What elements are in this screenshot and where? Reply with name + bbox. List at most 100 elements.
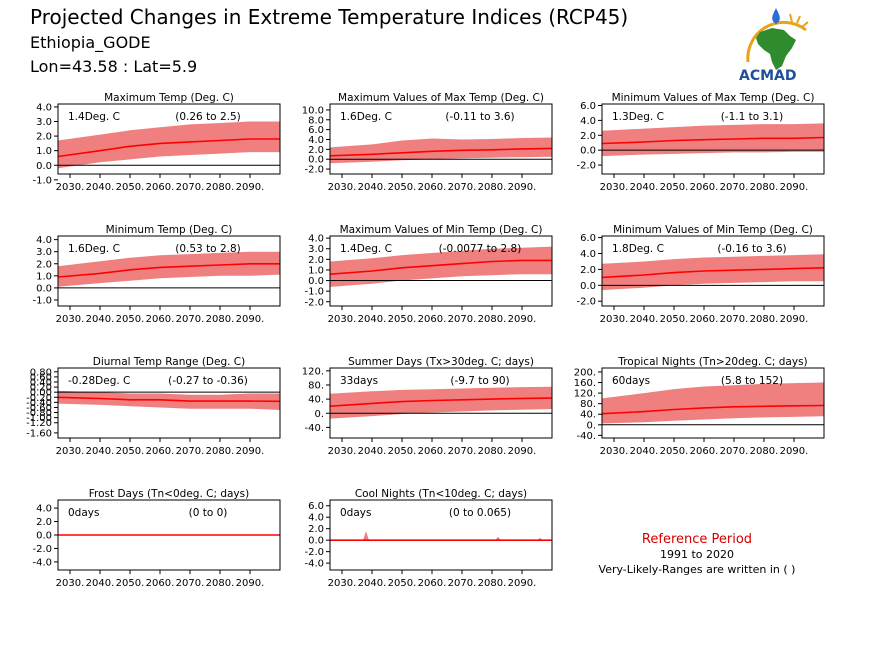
y-tick-label: 120. [302,366,324,377]
y-tick-label: 2.0 [36,517,52,528]
x-tick-label: 2040. [630,314,659,325]
y-tick-label: 0. [586,420,596,431]
y-tick-label: 0.0 [36,283,52,294]
change-value: 1.4Deg. C [340,243,392,255]
y-tick-label: -2.0 [304,165,324,176]
x-tick-label: 2050. [388,578,417,589]
x-tick-label: 2070. [720,182,749,193]
y-tick-label: -1.0 [32,175,52,186]
x-tick-label: 2070. [720,446,749,457]
x-tick-label: 2070. [176,578,205,589]
y-tick-label: -0.40 [26,398,52,409]
x-tick-label: 2040. [358,578,387,589]
panel-title: Maximum Values of Min Temp (Deg. C) [340,224,543,236]
x-tick-label: 2030. [56,182,85,193]
range-band [330,386,552,419]
chart-panel-6: 6.0 4.0 2.0 0.0 -2.0 2030. 2040. 2050. 2060. 2070… [576,224,825,325]
panel-title: Minimum Values of Max Temp (Deg. C) [612,92,815,104]
y-tick-label: 2.0 [308,524,324,535]
x-tick-label: 2070. [448,182,477,193]
chart-panel-11: 6.04.02.00.0-2.0-4.0 2030. 2040. 2050. 2060.… [304,488,553,589]
x-tick-label: 2050. [388,182,417,193]
x-tick-label: 2060. [690,446,719,457]
plot-frame [57,235,281,307]
range-band [58,121,280,169]
x-tick-label: 2030. [328,314,357,325]
x-tick-label: 2080. [206,578,235,589]
change-value: 1.4Deg. C [68,111,120,123]
mean-line [601,404,825,415]
x-tick-label: 2060. [418,182,447,193]
change-value: 1.6Deg. C [68,243,120,255]
mean-line [329,259,552,275]
y-tick-label: -1.60 [26,428,52,439]
y-tick-label: -0.60 [26,403,52,414]
y-tick-label: 2.0 [36,132,52,143]
y-tick-label: 2.0 [580,265,596,276]
x-tick-label: 2090. [508,446,537,457]
likely-range: (-1.1 to 3.1) [721,111,784,123]
y-tick-label: -2.0 [32,544,52,555]
panel-title: Minimum Values of Min Temp (Deg. C) [613,224,813,236]
panel-title: Maximum Values of Max Temp (Deg. C) [338,92,544,104]
change-value: -0.28Deg. C [68,375,130,387]
plot-frame [329,235,553,307]
panel-title: Tropical Nights (Tn>20deg. C; days) [617,356,807,368]
x-tick-label: 2050. [116,314,145,325]
x-tick-label: 2070. [176,446,205,457]
range-band [330,246,552,287]
y-tick-label: 1.0 [36,271,52,282]
panel-title: Frost Days (Tn<0deg. C; days) [89,488,249,500]
logo-sun-rays [789,13,809,28]
likely-range: (-9.7 to 90) [450,375,509,387]
x-tick-label: 2060. [418,314,447,325]
page-title: Projected Changes in Extreme Temperature… [30,5,628,29]
x-tick-label: 2060. [690,314,719,325]
y-tick-label: 0.0 [308,155,324,166]
y-tick-label: -0.80 [26,408,52,419]
x-tick-label: 2080. [206,446,235,457]
x-tick-label: 2050. [660,182,689,193]
y-tick-label: 4.0 [308,513,324,524]
x-tick-label: 2050. [388,314,417,325]
logo-arc [746,20,807,63]
x-tick-label: 2080. [750,446,779,457]
x-tick-label: 2060. [690,182,719,193]
y-tick-label: 4.0 [36,504,52,515]
y-tick-label: 0. [314,409,324,420]
logo-drop [772,8,780,24]
x-tick-label: 2050. [116,446,145,457]
acmad-logo: ACMAD [739,8,809,84]
y-tick-label: 40. [308,395,324,406]
x-tick-label: 2040. [358,314,387,325]
range-band [602,254,824,291]
x-tick-label: 2040. [86,578,115,589]
x-tick-label: 2090. [780,446,809,457]
y-tick-label: -1.20 [26,418,52,429]
y-tick-label: 40. [580,410,596,421]
y-tick-label: 0.0 [36,531,52,542]
x-tick-label: 2080. [478,182,507,193]
mean-line [329,397,553,407]
mean-line [601,136,825,145]
x-tick-label: 2070. [176,182,205,193]
y-tick-label: 3.0 [308,244,324,255]
plot-frame [57,367,281,439]
y-tick-label: -2.0 [576,161,596,172]
y-tick-label: 2.0 [580,131,596,142]
likely-range: (-0.16 to 3.6) [717,243,786,255]
likely-range: (0.53 to 2.8) [175,243,241,255]
mean-line [329,147,553,157]
y-tick-label: -1.00 [26,413,52,424]
change-value: 0days [340,507,371,519]
reference-title: Reference Period [642,532,752,547]
x-tick-label: 2040. [86,446,115,457]
y-tick-label: 6.0 [308,125,324,136]
panel-title: Maximum Temp (Deg. C) [104,92,234,104]
plot-frame [329,499,553,571]
y-tick-label: 8.0 [308,115,324,126]
panel-title: Cool Nights (Tn<10deg. C; days) [355,488,527,500]
likely-range: (-0.27 to -0.36) [168,375,248,387]
range-band [330,531,552,541]
change-value: 33days [340,375,378,387]
